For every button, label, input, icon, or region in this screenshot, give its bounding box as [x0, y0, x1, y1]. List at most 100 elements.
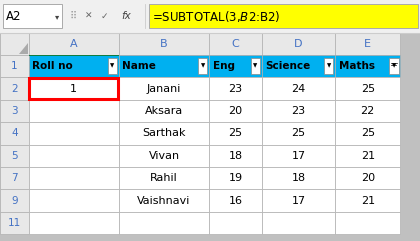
Text: Rahil: Rahil: [150, 173, 178, 183]
Bar: [209, 145, 262, 167]
Text: 1: 1: [11, 61, 18, 71]
Text: ✕: ✕: [85, 12, 92, 21]
Text: ▼: ▼: [253, 64, 257, 69]
Text: 18: 18: [291, 173, 305, 183]
Text: 21: 21: [361, 196, 375, 206]
Text: 7: 7: [11, 173, 18, 183]
Text: 20: 20: [361, 173, 375, 183]
Text: Name: Name: [122, 61, 156, 71]
Bar: [29, 167, 119, 189]
Text: ▼: ▼: [392, 64, 396, 69]
Bar: [0, 77, 29, 100]
Bar: [119, 167, 209, 189]
Bar: [262, 167, 335, 189]
Bar: [389, 58, 399, 74]
Bar: [335, 145, 400, 167]
Text: =SUBTOTAL(3,$B$2:B2): =SUBTOTAL(3,$B$2:B2): [152, 9, 281, 24]
Bar: [29, 145, 119, 167]
Text: ▼: ▼: [327, 64, 331, 69]
Bar: [209, 77, 262, 100]
Bar: [198, 58, 207, 74]
Bar: [209, 100, 262, 122]
Text: 18: 18: [228, 151, 242, 161]
Text: ▼: ▼: [110, 64, 115, 69]
Bar: [119, 77, 209, 100]
Text: Aksara: Aksara: [145, 106, 183, 116]
Text: 25: 25: [228, 128, 242, 138]
Text: ▼: ▼: [201, 64, 205, 69]
Bar: [209, 122, 262, 145]
Bar: [335, 100, 400, 122]
Bar: [262, 77, 335, 100]
Bar: [29, 100, 119, 122]
Bar: [3, 4, 62, 28]
Text: 5: 5: [11, 151, 18, 161]
Bar: [335, 167, 400, 189]
Bar: [29, 78, 118, 99]
Bar: [119, 122, 209, 145]
Text: Roll no: Roll no: [32, 61, 73, 71]
Bar: [262, 55, 335, 77]
Text: 23: 23: [228, 84, 242, 94]
Bar: [0, 55, 29, 77]
Text: 4: 4: [11, 128, 18, 138]
Bar: [29, 212, 119, 234]
Bar: [400, 33, 420, 234]
Text: A: A: [70, 39, 78, 49]
Text: 16: 16: [228, 196, 242, 206]
Bar: [335, 212, 400, 234]
Bar: [119, 100, 209, 122]
Bar: [0, 33, 29, 55]
Bar: [209, 167, 262, 189]
Text: 25: 25: [291, 128, 305, 138]
Bar: [262, 122, 335, 145]
Bar: [209, 55, 262, 77]
Bar: [29, 55, 119, 56]
Bar: [335, 55, 400, 77]
Text: 11: 11: [8, 218, 21, 228]
Text: 17: 17: [291, 151, 305, 161]
Text: Science: Science: [265, 61, 310, 71]
Polygon shape: [19, 43, 28, 54]
Bar: [108, 58, 117, 74]
Bar: [209, 212, 262, 234]
Bar: [29, 189, 119, 212]
Text: 25: 25: [361, 128, 375, 138]
Bar: [119, 189, 209, 212]
Bar: [119, 33, 209, 55]
Bar: [262, 33, 335, 55]
Bar: [29, 77, 119, 100]
Text: Janani: Janani: [147, 84, 181, 94]
Text: fx: fx: [121, 11, 131, 21]
Text: Vivan: Vivan: [148, 151, 180, 161]
Text: 1: 1: [70, 84, 77, 94]
Bar: [0, 212, 29, 234]
Text: 24: 24: [291, 84, 305, 94]
Bar: [335, 122, 400, 145]
Text: D: D: [294, 39, 303, 49]
Text: Maths: Maths: [339, 61, 375, 71]
Bar: [0, 0, 420, 33]
Bar: [251, 58, 260, 74]
Text: 22: 22: [361, 106, 375, 116]
Bar: [0, 167, 29, 189]
Text: 20: 20: [228, 106, 242, 116]
Text: ⠿: ⠿: [69, 11, 76, 21]
Text: 21: 21: [361, 151, 375, 161]
Bar: [0, 189, 29, 212]
Bar: [335, 33, 400, 55]
Bar: [29, 55, 119, 77]
Text: C: C: [231, 39, 239, 49]
Bar: [0, 122, 29, 145]
Text: 17: 17: [291, 196, 305, 206]
Bar: [29, 33, 119, 55]
Bar: [119, 212, 209, 234]
Bar: [0, 100, 29, 122]
Text: 9: 9: [11, 196, 18, 206]
Text: B: B: [160, 39, 168, 49]
Bar: [335, 189, 400, 212]
Bar: [324, 58, 333, 74]
Text: Vaishnavi: Vaishnavi: [137, 196, 191, 206]
Bar: [149, 4, 418, 28]
Text: ✓: ✓: [101, 12, 108, 21]
